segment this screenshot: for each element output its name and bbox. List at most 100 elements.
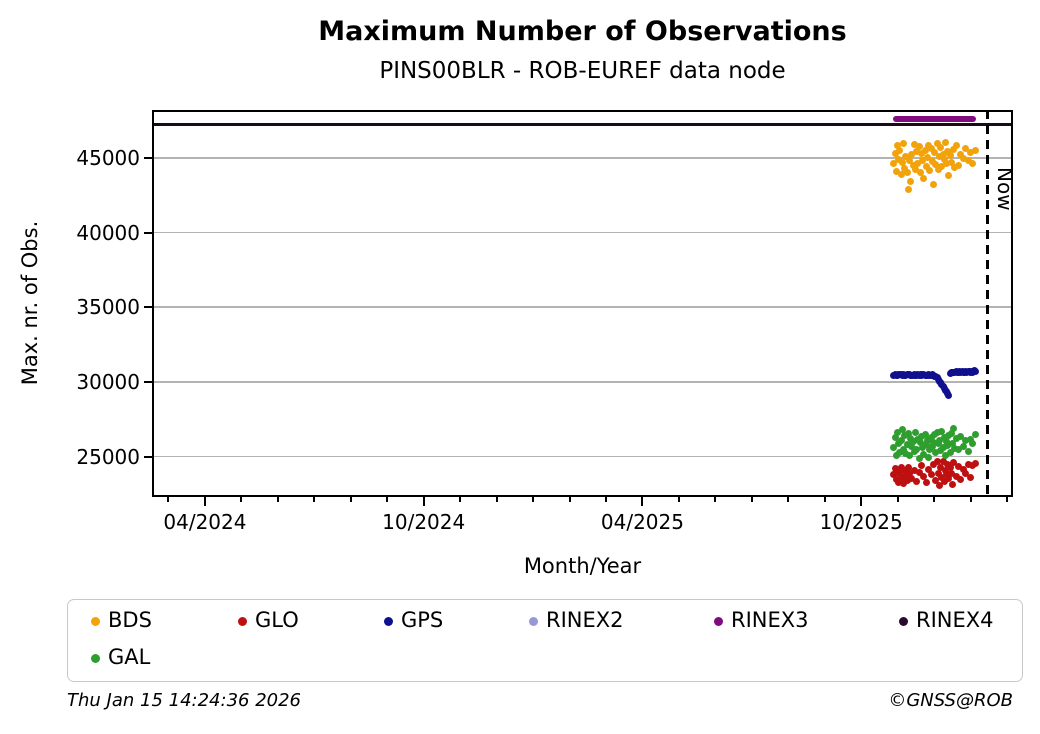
bds-data-point bbox=[947, 158, 955, 166]
bds-data-point bbox=[926, 167, 934, 174]
glo-data-point bbox=[927, 471, 935, 479]
gal-data-point bbox=[896, 448, 904, 456]
glo-data-point bbox=[941, 466, 949, 474]
glo-data-point bbox=[949, 480, 957, 488]
gal-data-point bbox=[941, 452, 949, 460]
bds-data-point bbox=[941, 138, 949, 146]
gal-data-point bbox=[925, 453, 933, 461]
bds-data-point bbox=[928, 158, 936, 166]
x-tick bbox=[933, 497, 936, 502]
gal-data-point bbox=[971, 431, 979, 439]
bds-data-point bbox=[950, 146, 958, 154]
x-tick bbox=[604, 497, 607, 502]
y-tick bbox=[144, 231, 152, 234]
bds-data-point bbox=[915, 143, 923, 151]
gal-data-point bbox=[935, 436, 943, 444]
x-tick bbox=[167, 497, 170, 502]
gal-data-point bbox=[909, 438, 917, 446]
gal-data-point bbox=[955, 445, 963, 453]
bds-data-point bbox=[923, 153, 931, 161]
gal-data-point bbox=[937, 447, 945, 455]
bds-data-point bbox=[971, 146, 979, 154]
glo-data-point bbox=[957, 476, 965, 484]
bds-data-point bbox=[897, 170, 905, 178]
bds-data-point bbox=[921, 146, 929, 154]
glo-data-point bbox=[933, 458, 941, 466]
glo-data-point bbox=[895, 478, 903, 486]
x-tick bbox=[969, 497, 972, 502]
glo-data-point bbox=[959, 465, 967, 473]
gal-data-point bbox=[929, 438, 937, 446]
bds-data-point bbox=[933, 140, 941, 148]
glo-data-point bbox=[896, 469, 904, 477]
glo-data-point bbox=[903, 477, 911, 485]
bds-data-point bbox=[898, 158, 906, 166]
x-axis-label: Month/Year bbox=[523, 554, 642, 578]
legend-label: BDS bbox=[108, 608, 152, 632]
glo-data-point bbox=[925, 465, 933, 473]
y-tick-label: 40000 bbox=[76, 220, 140, 245]
x-tick bbox=[896, 497, 899, 502]
x-tick bbox=[459, 497, 462, 502]
y-tick bbox=[144, 380, 152, 383]
legend-label: GLO bbox=[255, 608, 299, 632]
bds-data-point bbox=[929, 181, 937, 189]
gal-data-point bbox=[967, 435, 975, 443]
bds-data-point bbox=[944, 148, 952, 156]
bds-data-point bbox=[890, 160, 898, 168]
gal-data-point bbox=[908, 442, 916, 450]
bds-data-point bbox=[938, 162, 946, 170]
gal-data-point bbox=[915, 454, 923, 462]
glo-data-point bbox=[955, 462, 963, 470]
gal-data-point bbox=[911, 428, 919, 436]
gal-data-point bbox=[904, 429, 912, 437]
glo-data-point bbox=[940, 477, 948, 485]
x-tick-label: 04/2025 bbox=[600, 510, 684, 534]
glo-data-point bbox=[897, 463, 905, 471]
gal-data-point bbox=[903, 441, 911, 449]
bds-data-point bbox=[911, 166, 919, 174]
gal-data-point bbox=[901, 432, 909, 440]
glo-data-point bbox=[935, 482, 943, 490]
bds-data-point bbox=[920, 175, 928, 183]
x-tick bbox=[1006, 497, 1009, 502]
gal-data-point bbox=[905, 452, 913, 460]
bds-data-point bbox=[909, 161, 917, 169]
bds-data-point bbox=[946, 152, 954, 160]
glo-data-point bbox=[901, 466, 909, 474]
timestamp-text: Thu Jan 15 14:24:36 2026 bbox=[67, 690, 301, 711]
x-tick bbox=[276, 497, 279, 502]
gal-data-point bbox=[959, 442, 967, 450]
bds-data-point bbox=[917, 149, 925, 157]
legend-label: GPS bbox=[401, 608, 444, 632]
x-tick-label: 04/2024 bbox=[163, 510, 247, 534]
gal-data-point bbox=[964, 447, 972, 455]
glo-data-point bbox=[905, 470, 913, 478]
gal-data-point bbox=[927, 434, 935, 442]
gal-data-point bbox=[947, 429, 955, 437]
glo-data-point bbox=[945, 474, 953, 482]
bds-data-point bbox=[891, 149, 899, 157]
gal-data-point bbox=[962, 437, 970, 445]
x-tick bbox=[532, 497, 535, 502]
legend-label: RINEX2 bbox=[546, 608, 624, 632]
y-tick-label: 30000 bbox=[76, 369, 140, 394]
bds-data-point bbox=[931, 149, 939, 157]
gal-data-point bbox=[938, 427, 946, 435]
x-tick bbox=[240, 497, 243, 502]
gal-data-point bbox=[922, 441, 930, 449]
gal-data-point bbox=[890, 444, 898, 452]
x-tick bbox=[313, 497, 316, 502]
legend-label: RINEX3 bbox=[731, 608, 809, 632]
bds-data-point bbox=[932, 161, 940, 169]
x-tick bbox=[823, 497, 826, 502]
glo-data-point bbox=[920, 473, 928, 481]
gps-legend-marker-icon bbox=[384, 617, 393, 626]
x-tick bbox=[349, 497, 352, 502]
glo-data-point bbox=[917, 462, 925, 470]
gal-data-point bbox=[893, 429, 901, 437]
gal-data-point bbox=[916, 438, 924, 446]
bds-data-point bbox=[952, 142, 960, 150]
x-tick bbox=[422, 497, 425, 506]
bds-data-point bbox=[916, 168, 924, 176]
